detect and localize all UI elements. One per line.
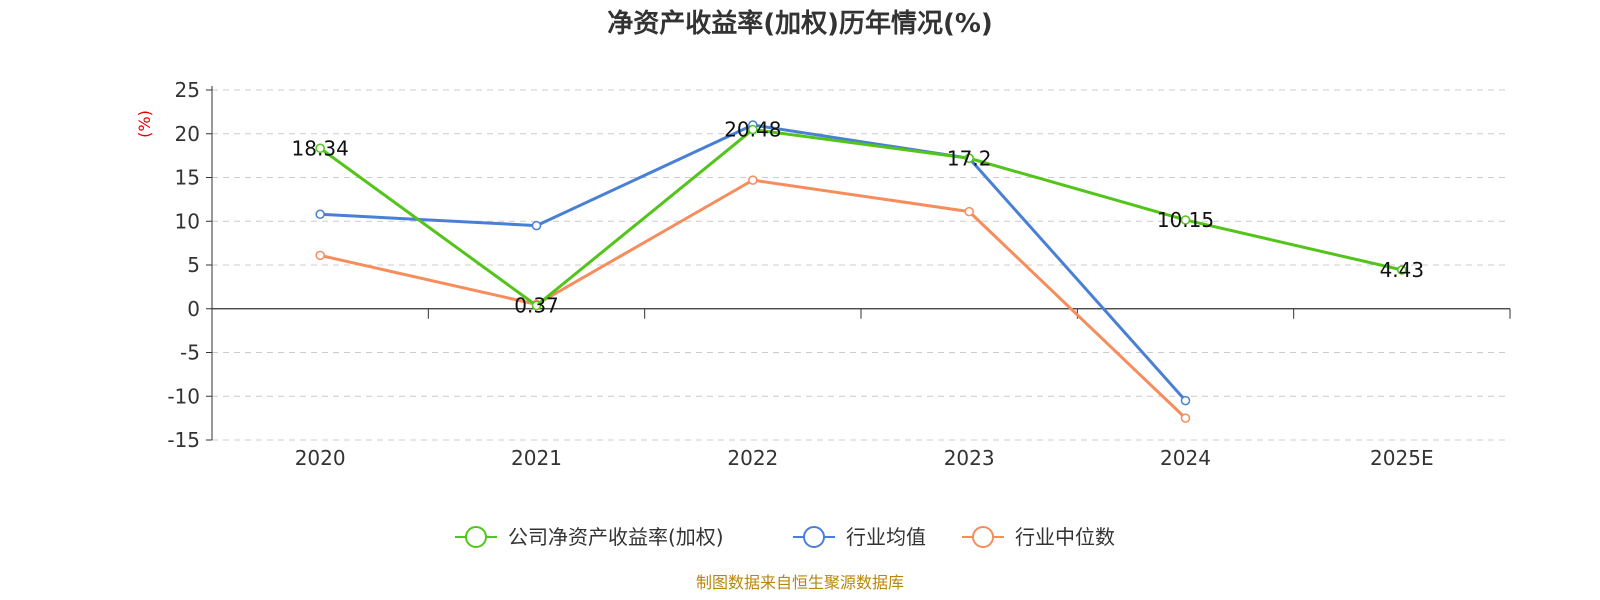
y-tick-label: 25: [175, 78, 200, 102]
series-0-point[interactable]: [1180, 215, 1191, 225]
source-note: 制图数据来自恒生聚源数据库: [696, 573, 904, 592]
legend-circle-swatch: [803, 526, 825, 548]
series-2-point[interactable]: [748, 175, 758, 185]
y-tick-label: 5: [187, 253, 200, 277]
series-0-point[interactable]: [315, 143, 325, 154]
y-axis-unit-label: (%): [135, 110, 154, 138]
legend-item-0[interactable]: 公司净资产收益率(加权): [455, 525, 724, 549]
x-tick-label: 2025E: [1370, 446, 1434, 470]
legend[interactable]: 公司净资产收益率(加权) 行业均值 行业中位数: [455, 525, 1115, 549]
y-tick-label: 20: [175, 122, 200, 146]
series-2-point[interactable]: [964, 206, 974, 217]
legend-label: 行业均值: [846, 525, 926, 549]
series-1-point[interactable]: [1180, 395, 1191, 406]
series-lines: [315, 120, 1407, 423]
y-tick-label: 10: [175, 209, 200, 233]
axes: 25 20 15 10 5 0 -5 -10 -15 2020 2021 2022 2023 2024 20…: [167, 78, 1511, 470]
chart-title: 净资产收益率(加权)历年情况(%): [607, 8, 993, 39]
data-label: 18.34: [292, 136, 349, 160]
data-label: 4.43: [1380, 258, 1425, 282]
legend-item-1[interactable]: 行业均值: [793, 525, 926, 549]
series-1-point[interactable]: [315, 209, 325, 219]
x-tick-label: 2020: [295, 446, 346, 470]
series-0-point[interactable]: [748, 124, 758, 135]
series-1-point[interactable]: [531, 220, 542, 231]
series-0-point[interactable]: [1397, 265, 1407, 275]
legend-circle-swatch: [972, 526, 994, 548]
data-labels: 18.34 0.37 20.48 17.2 10.15 4.43: [292, 118, 1425, 318]
series-2-point[interactable]: [315, 250, 325, 261]
y-tick-label: 0: [187, 297, 200, 321]
y-tick-label: -10: [167, 384, 200, 408]
series-line-0: [319, 128, 1403, 308]
data-label: 20.48: [724, 118, 781, 142]
x-tick-label: 2024: [1160, 446, 1211, 470]
legend-label: 公司净资产收益率(加权): [508, 525, 724, 549]
legend-label: 行业中位数: [1015, 525, 1115, 549]
y-tick-label: -15: [167, 428, 200, 452]
series-0-point[interactable]: [964, 153, 974, 163]
series-0-point[interactable]: [531, 300, 542, 311]
x-tick-label: 2021: [511, 446, 562, 470]
y-tick-label: 15: [175, 166, 200, 190]
legend-item-2[interactable]: 行业中位数: [962, 525, 1115, 549]
x-tick-label: 2023: [944, 446, 995, 470]
series-2-point[interactable]: [1180, 413, 1191, 423]
x-tick-label: 2022: [727, 446, 778, 470]
y-tick-label: -5: [180, 341, 200, 365]
data-label: 17.2: [947, 146, 992, 170]
grid-lines: [212, 89, 1510, 441]
data-label: 10.15: [1157, 208, 1214, 232]
legend-circle-swatch: [465, 526, 487, 548]
series-line-1: [320, 123, 1187, 402]
series-line-2: [319, 178, 1187, 420]
data-label: 0.37: [514, 294, 559, 318]
